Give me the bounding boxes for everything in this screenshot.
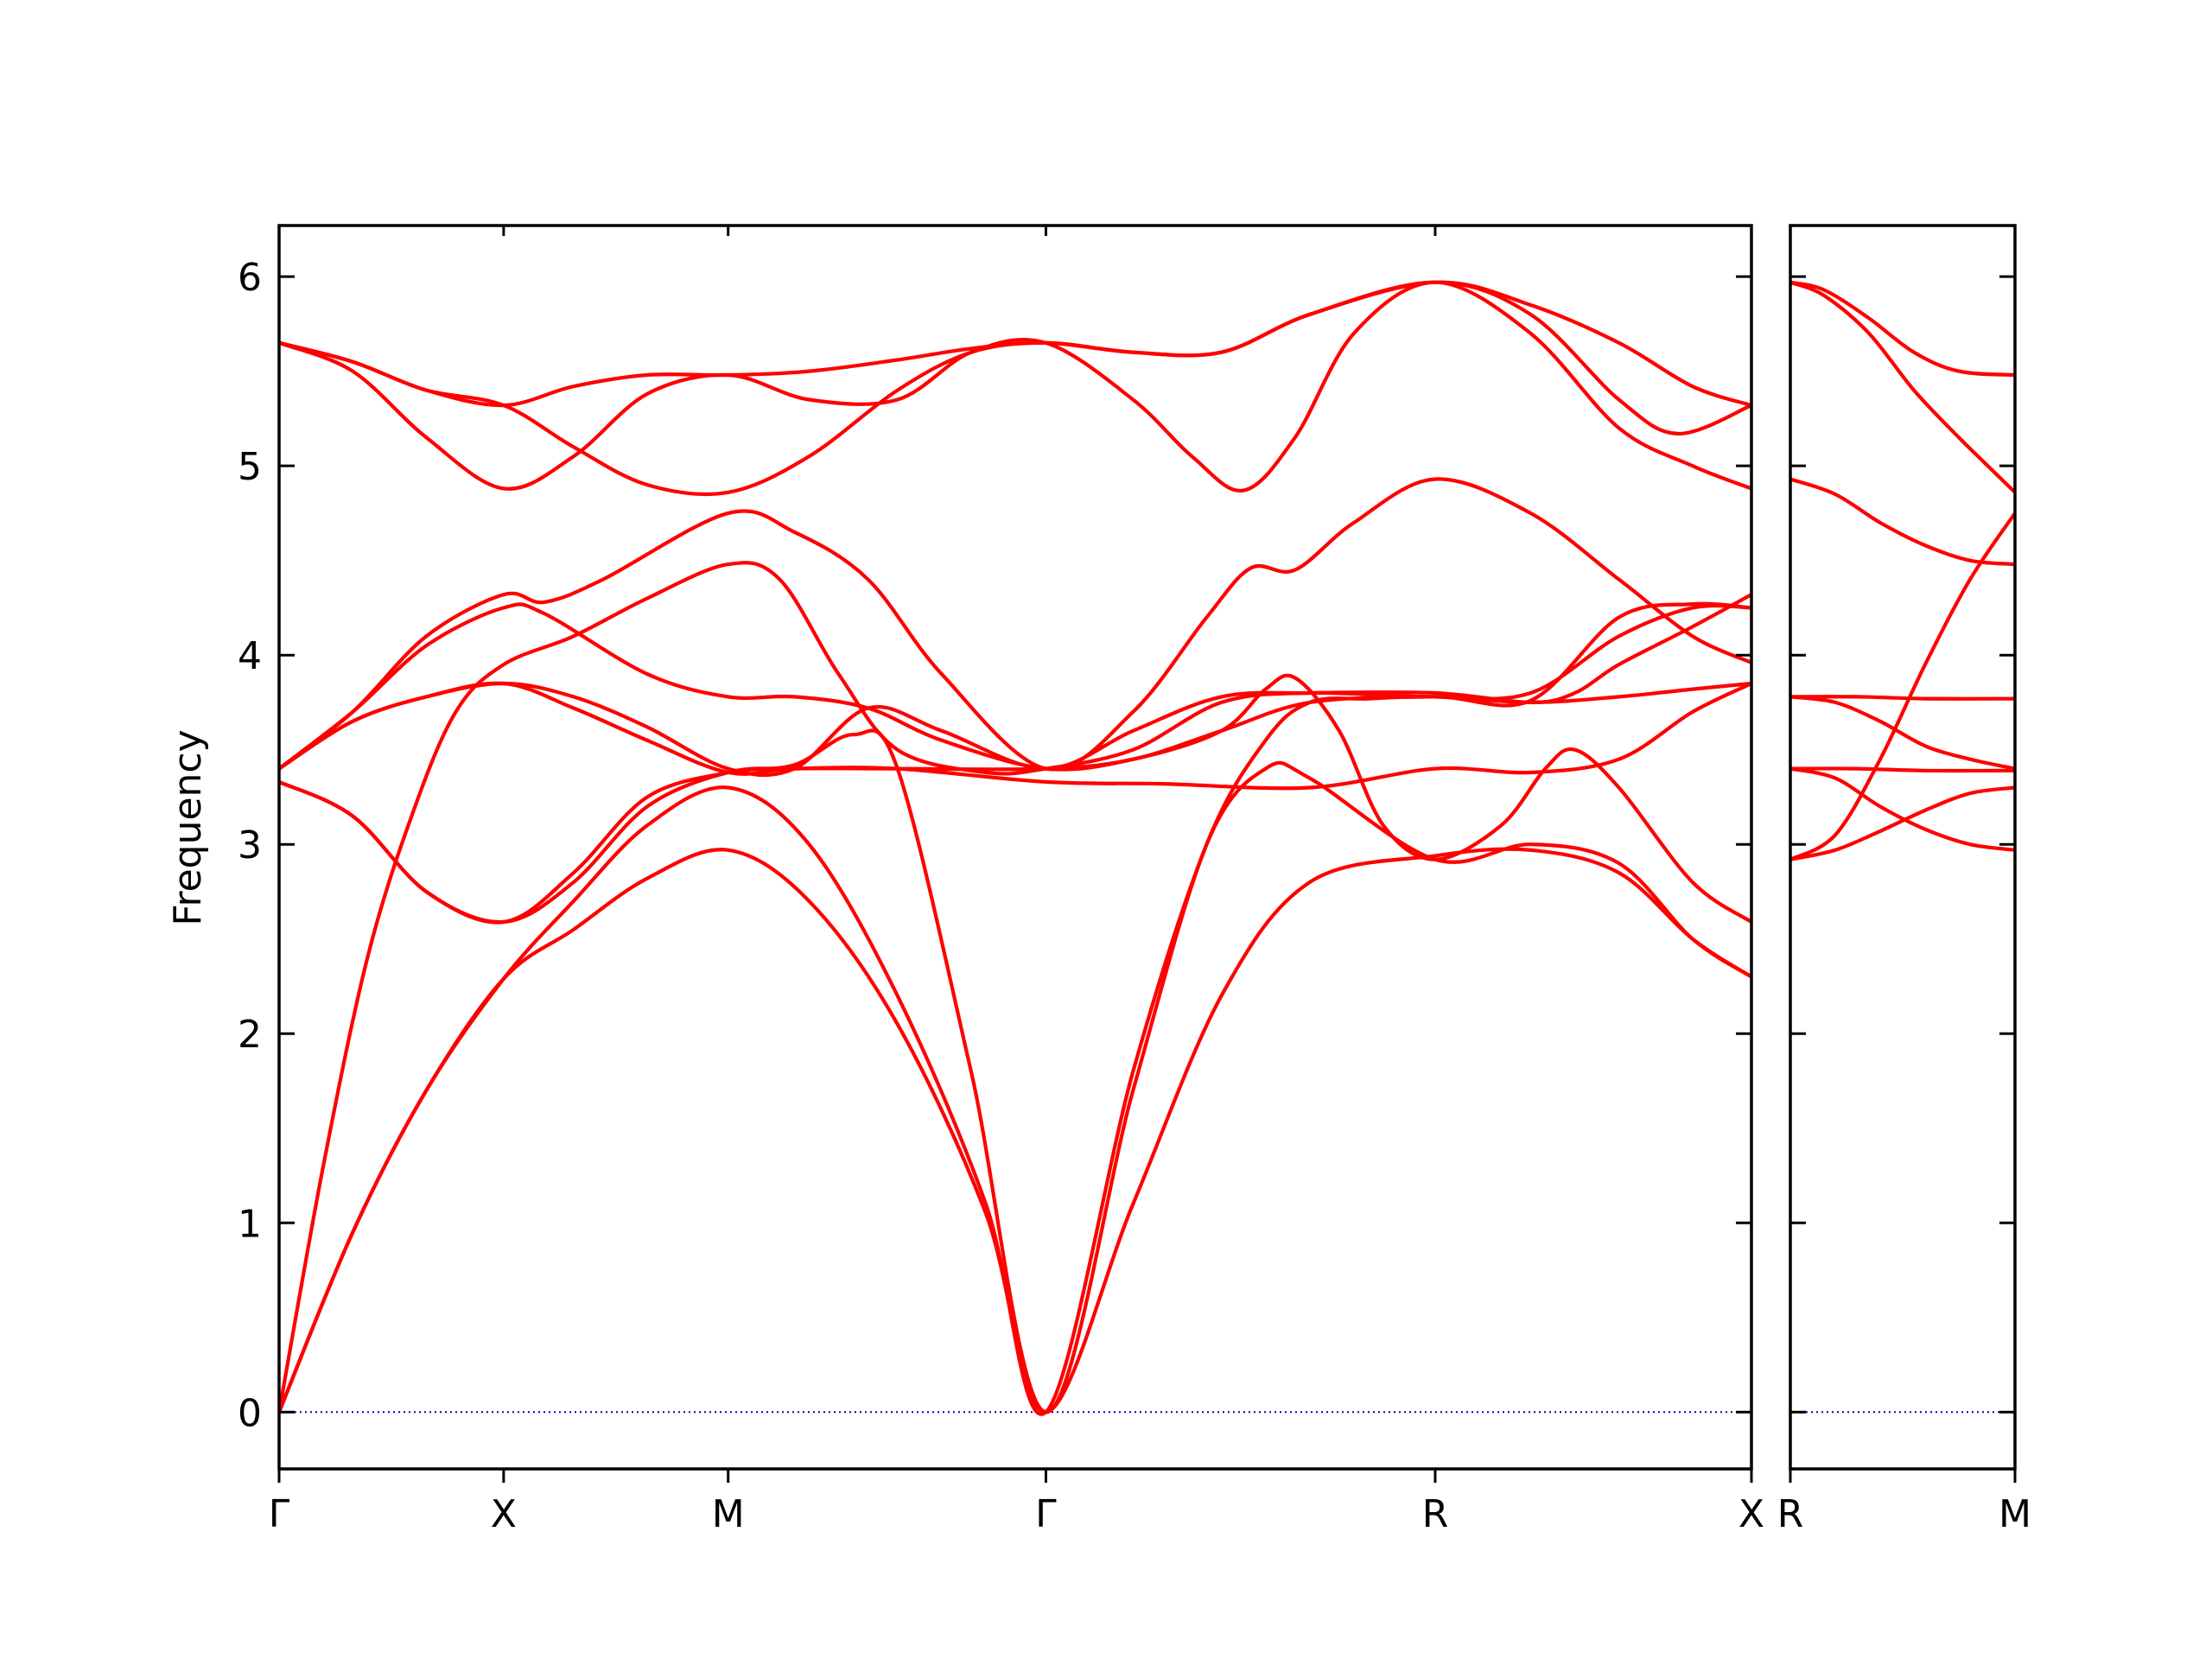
plot-frame-left [277, 224, 1753, 1471]
y-tick-label: 2 [238, 1013, 262, 1057]
phonon-band-left-3 [279, 561, 1751, 1414]
phonon-band-left-11 [279, 280, 1751, 497]
phonon-band-right-8 [1790, 766, 2015, 852]
phonon-band-right-2 [1790, 280, 2015, 494]
x-tick-label-left-0: Γ [269, 1492, 290, 1536]
phonon-band-left-5 [279, 728, 1751, 1414]
x-tick-label-right-0: R [1777, 1492, 1804, 1536]
phonon-band-left-2 [279, 681, 1751, 1416]
phonon-band-right-6 [1790, 695, 2015, 771]
x-tick-label-left-1: X [491, 1492, 517, 1536]
y-tick-label: 1 [238, 1202, 262, 1246]
y-tick-label: 6 [238, 256, 262, 300]
y-tick-label: 0 [238, 1391, 262, 1435]
y-axis-label: Frequency [166, 729, 210, 925]
phonon-band-right-4 [1790, 511, 2015, 861]
y-tick-label: 5 [238, 445, 262, 489]
phonon-band-right-9 [1790, 785, 2015, 861]
phonon-band-left-8 [279, 593, 1751, 778]
plot-frame-right [1789, 224, 2017, 1471]
phonon-band-left-12 [279, 280, 1751, 408]
y-tick-label: 3 [238, 823, 262, 868]
phonon-band-right-7 [1790, 766, 2015, 773]
phonon-band-left-4 [279, 673, 1751, 925]
x-tick-label-left-5: X [1738, 1492, 1764, 1536]
phonon-band-right-1 [1790, 280, 2015, 378]
phonon-band-left-6 [279, 477, 1751, 772]
phonon-band-left-9 [279, 601, 1751, 772]
phonon-band-right-3 [1790, 477, 2015, 567]
x-tick-label-left-2: M [712, 1492, 745, 1536]
x-tick-label-left-4: R [1422, 1492, 1449, 1536]
y-tick-label: 4 [238, 634, 262, 678]
x-tick-label-left-3: Γ [1035, 1492, 1057, 1536]
left-panel: 0 1 2 3 4 5 6 Γ X M Γ R X [238, 224, 1764, 1536]
phonon-band-right-5 [1790, 695, 2015, 701]
x-tick-label-right-1: M [1999, 1492, 2031, 1536]
